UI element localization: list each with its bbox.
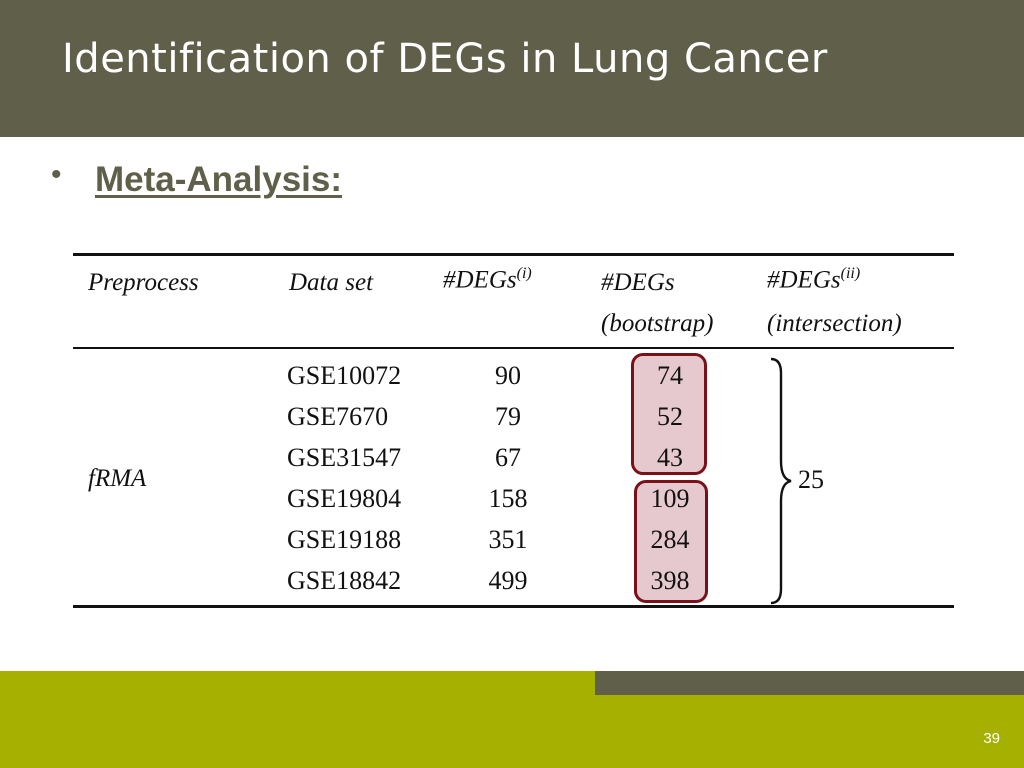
table-bottom-rule [73, 605, 954, 608]
row-4-dataset: GSE19804 [287, 484, 402, 513]
header-intersection-sup: (ii) [840, 265, 861, 282]
header-bootstrap-line2: (bootstrap) [601, 310, 714, 337]
page-number: 39 [983, 730, 1000, 747]
table-top-rule [73, 253, 954, 256]
intersection-value: 25 [798, 465, 824, 494]
header-bootstrap-line1: #DEGs [601, 269, 675, 296]
header-preprocess: Preprocess [88, 269, 199, 296]
row-2-degs: 79 [495, 402, 521, 431]
row-1-degs: 90 [495, 361, 521, 390]
row-2-dataset: GSE7670 [287, 402, 389, 431]
row-3-degs: 67 [495, 443, 521, 472]
header-degs: #DEGs(i) [443, 265, 532, 294]
deg-table: Preprocess Data set #DEGs(i) #DEGs (boot… [73, 253, 954, 609]
row-3-dataset: GSE31547 [287, 443, 402, 472]
bullet-heading: Meta-Analysis: [95, 160, 343, 199]
header-data-set: Data set [289, 269, 374, 296]
right-brace-icon [770, 357, 792, 605]
highlight-group-1 [631, 353, 707, 475]
preprocess-value: fRMA [88, 465, 147, 492]
row-6-bootstrap: 398 [650, 566, 690, 595]
header-intersection: #DEGs(ii) [767, 265, 860, 294]
row-6-dataset: GSE18842 [287, 566, 402, 595]
row-5-degs: 351 [488, 525, 528, 554]
footer-strip [595, 671, 1024, 695]
bullet-icon: • [51, 158, 62, 191]
header-intersection-label: #DEGs [767, 266, 841, 294]
header-intersection-line2: (intersection) [767, 310, 902, 337]
row-5-dataset: GSE19188 [287, 525, 402, 554]
row-4-bootstrap: 109 [650, 484, 690, 513]
row-6-degs: 499 [488, 566, 528, 595]
row-4-degs: 158 [488, 484, 528, 513]
row-2-bootstrap: 52 [657, 402, 683, 431]
header-degs-sup: (i) [516, 265, 532, 282]
slide-title: Identification of DEGs in Lung Cancer [62, 36, 828, 82]
highlight-group-2 [634, 480, 708, 603]
table-header-rule [73, 347, 954, 349]
row-5-bootstrap: 284 [650, 525, 690, 554]
row-1-dataset: GSE10072 [287, 361, 402, 390]
row-3-bootstrap: 43 [657, 443, 683, 472]
row-1-bootstrap: 74 [657, 361, 683, 390]
header-degs-label: #DEGs [443, 266, 517, 294]
title-bar [0, 0, 1024, 137]
